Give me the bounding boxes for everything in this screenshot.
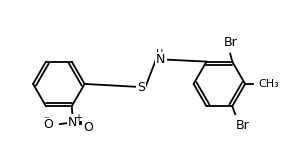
Text: Br: Br — [236, 119, 250, 132]
Text: ⁻: ⁻ — [43, 115, 49, 125]
Text: H: H — [156, 49, 164, 59]
Text: S: S — [137, 81, 145, 94]
Text: N: N — [156, 53, 166, 66]
Text: +: + — [74, 113, 82, 123]
Text: N: N — [68, 116, 77, 129]
Text: CH₃: CH₃ — [258, 79, 279, 89]
Text: O: O — [43, 118, 53, 131]
Text: Br: Br — [223, 36, 237, 49]
Text: O: O — [84, 121, 94, 134]
